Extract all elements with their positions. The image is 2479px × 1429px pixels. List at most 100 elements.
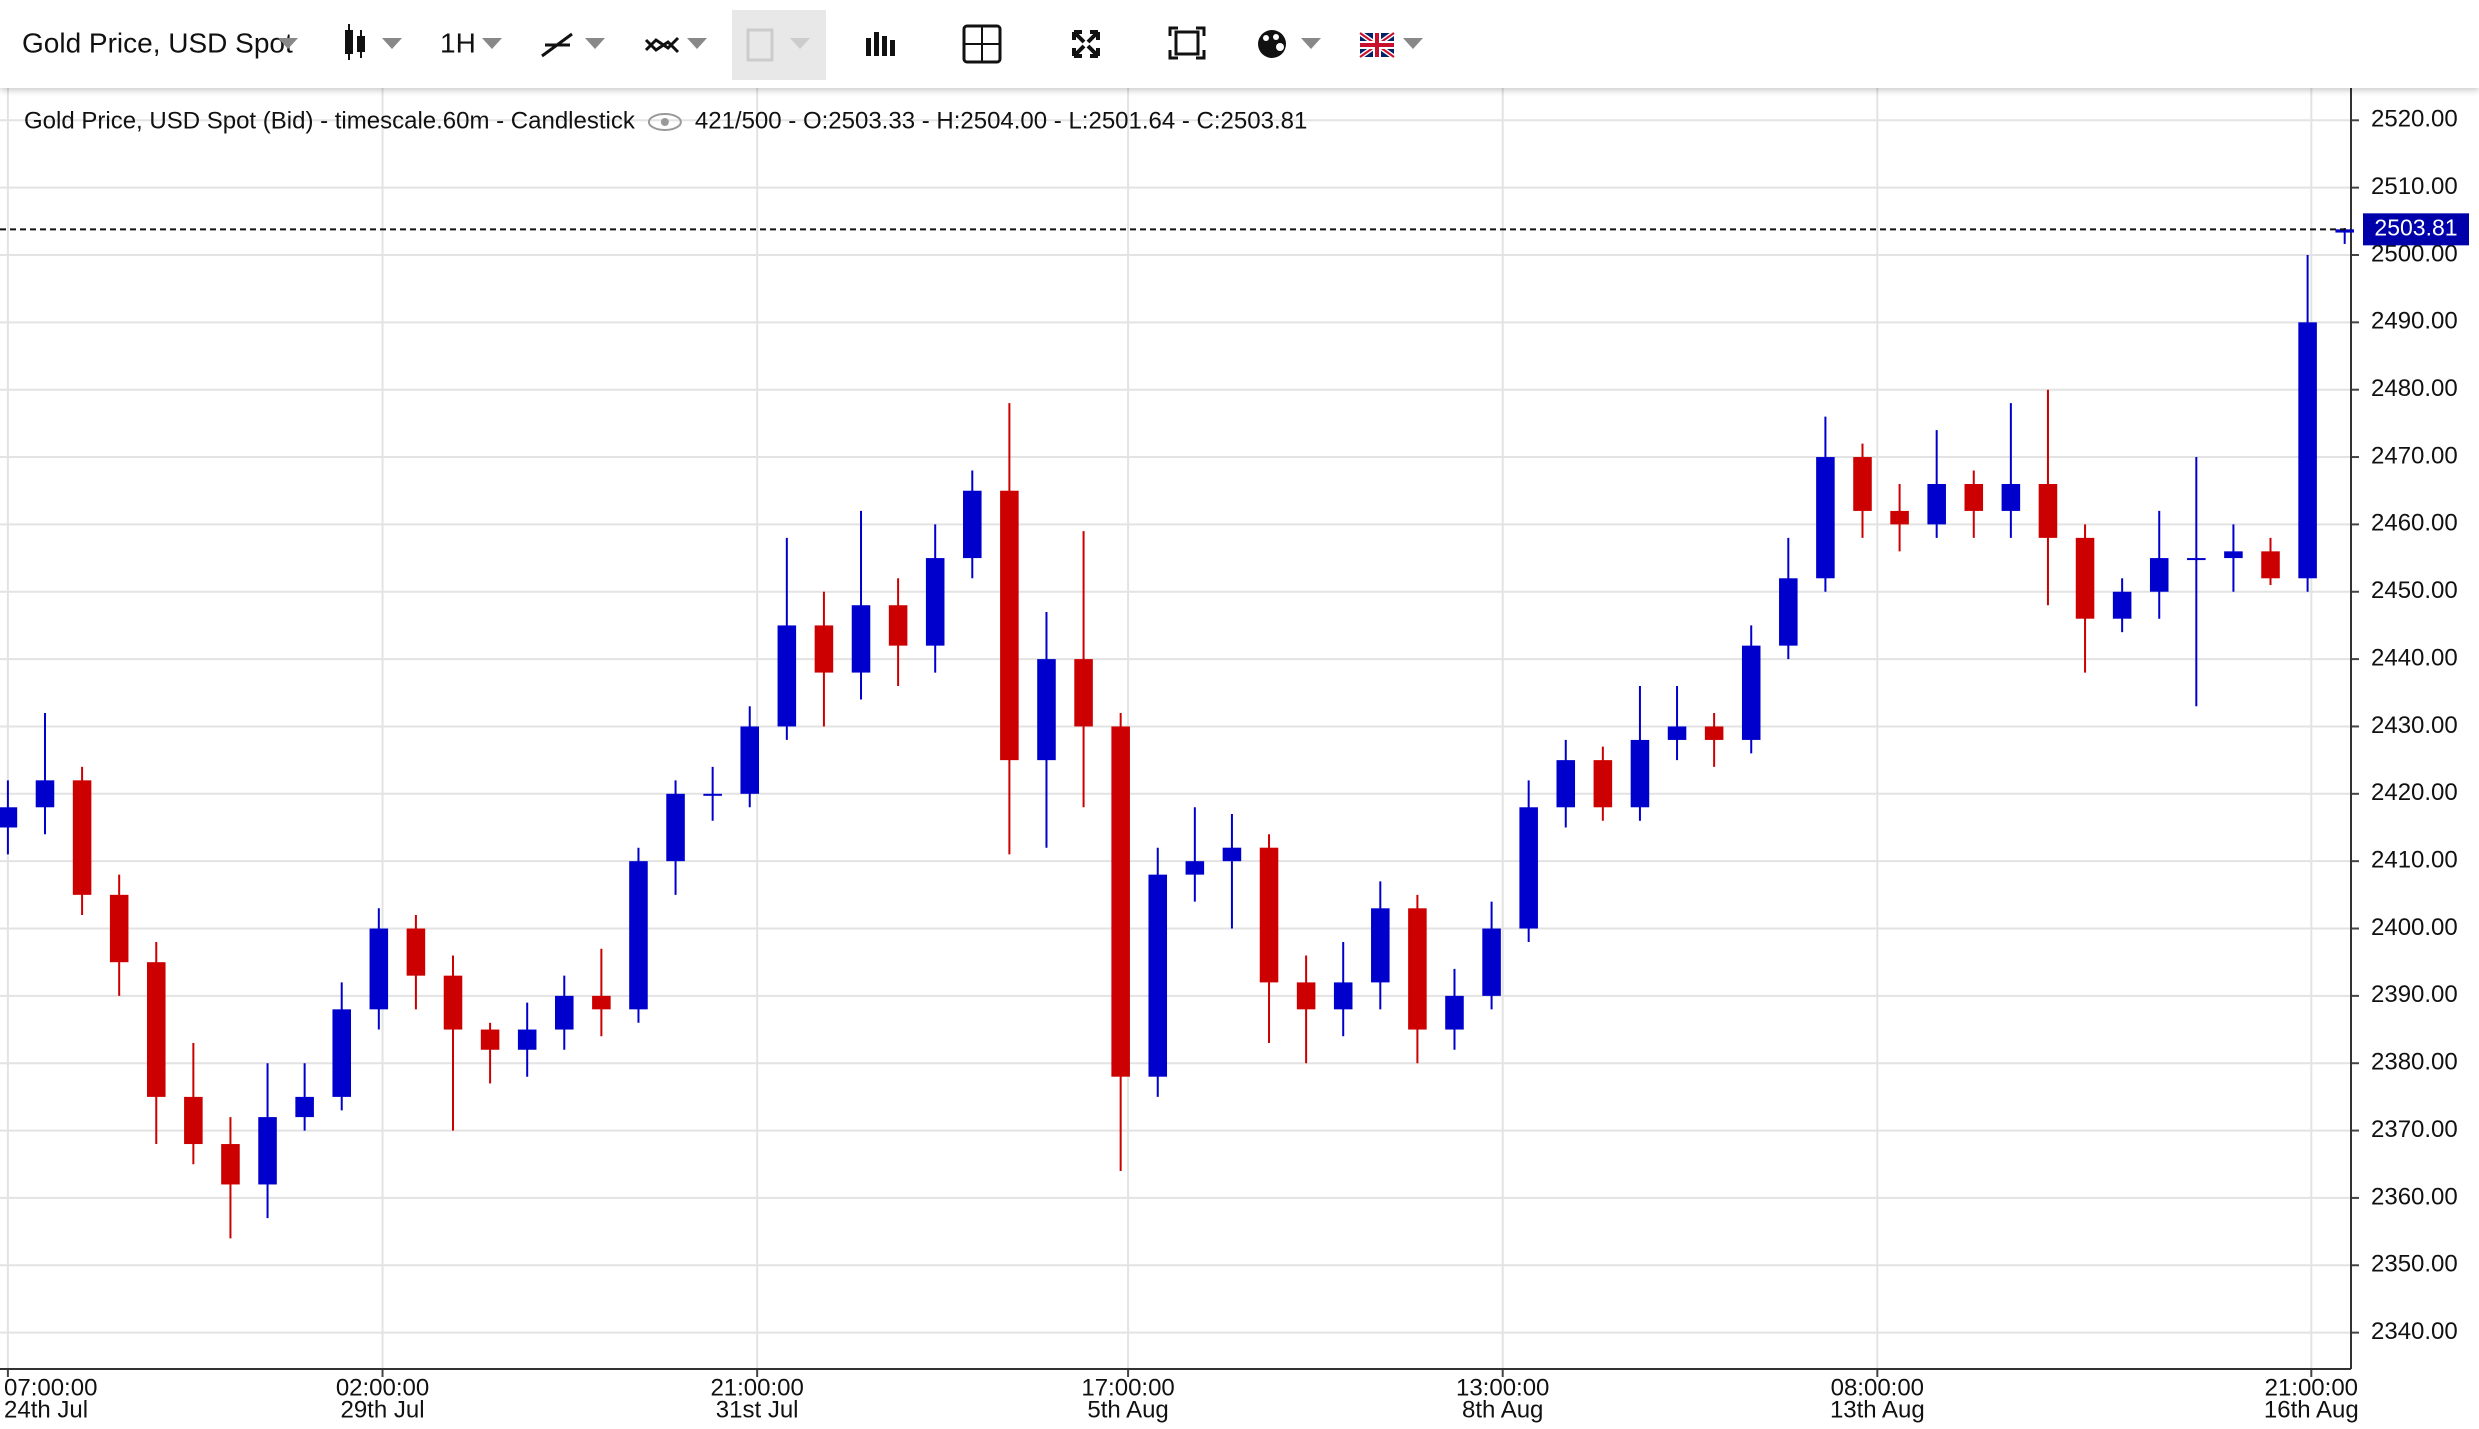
dropdown-arrow[interactable] <box>482 38 502 49</box>
legend-info: 421/500 - O:2503.33 - H:2504.00 - L:2501… <box>695 107 1307 134</box>
candle-body <box>2298 322 2317 579</box>
candle-body <box>1927 483 1946 525</box>
y-tick-label: 2440.00 <box>2371 644 2458 671</box>
y-tick-label: 2370.00 <box>2371 1116 2458 1143</box>
candle-body <box>1111 726 1130 1077</box>
y-tick-label: 2460.00 <box>2371 510 2458 537</box>
candle-body <box>2335 229 2354 233</box>
eye-pupil <box>660 118 669 126</box>
x-tick-label: 21:00:00 <box>710 1374 803 1401</box>
candle-body <box>1148 874 1168 1077</box>
dropdown-arrow[interactable] <box>278 38 298 49</box>
interval-selector[interactable]: 1H <box>440 27 476 58</box>
x-tick-sublabel: 8th Aug <box>1462 1396 1543 1423</box>
y-tick-label: 2350.00 <box>2371 1251 2458 1278</box>
y-tick-label: 2450.00 <box>2371 577 2458 604</box>
x-tick-sublabel: 16th Aug <box>2264 1396 2359 1423</box>
y-tick-label: 2390.00 <box>2371 981 2458 1008</box>
x-tick-label: 17:00:00 <box>1081 1374 1174 1401</box>
legend-title: Gold Price, USD Spot (Bid) - timescale.6… <box>24 107 636 134</box>
y-tick-label: 2410.00 <box>2371 847 2458 874</box>
candle-body <box>406 928 426 976</box>
x-tick-label: 13:00:00 <box>1456 1374 1549 1401</box>
y-tick-label: 2490.00 <box>2371 308 2458 335</box>
candle-body <box>814 625 834 673</box>
y-tick-label: 2360.00 <box>2371 1183 2458 1210</box>
candle-body <box>666 793 685 862</box>
candle-body <box>258 1117 277 1185</box>
candle-body <box>1037 659 1056 761</box>
candle-body <box>1408 908 1427 1030</box>
candle-body <box>1074 659 1093 727</box>
candle-body <box>703 793 722 796</box>
symbol-selector[interactable]: Gold Price, USD Spot <box>22 27 293 58</box>
candle-body <box>629 861 648 1010</box>
x-tick-label: 08:00:00 <box>1831 1374 1924 1401</box>
candle-body <box>1222 847 1242 862</box>
candle-body <box>1816 457 1835 579</box>
language-button[interactable] <box>1358 30 1423 60</box>
candle-body <box>0 807 18 828</box>
candle-body <box>517 1029 537 1050</box>
y-tick-label: 2400.00 <box>2371 914 2458 941</box>
candle-body <box>2149 558 2169 592</box>
candle-body <box>592 995 611 1010</box>
x-tick-sublabel: 24th Jul <box>4 1396 88 1423</box>
candle-body <box>1964 483 1984 511</box>
candle-body <box>777 625 797 727</box>
candle-body <box>888 605 908 646</box>
candle-body <box>2112 591 2132 619</box>
eye-icon <box>647 113 682 131</box>
toolbar <box>0 0 2479 88</box>
candle-body <box>332 1009 352 1097</box>
x-tick-sublabel: 13th Aug <box>1830 1396 1925 1423</box>
candle-body <box>1371 908 1390 983</box>
chart-type-button[interactable] <box>345 24 402 60</box>
candle-body <box>925 558 945 646</box>
candle-body <box>109 894 129 963</box>
y-tick-label: 2520.00 <box>2371 106 2458 133</box>
crosshair-button[interactable] <box>962 24 1002 64</box>
x-tick-label: 21:00:00 <box>2265 1374 2358 1401</box>
candle-body <box>2187 558 2206 561</box>
x-tick-label: 02:00:00 <box>336 1374 429 1401</box>
candle-body <box>1630 739 1650 808</box>
candle-body <box>1741 645 1761 740</box>
candle-body <box>184 1096 203 1145</box>
drawing-tools-button[interactable] <box>541 32 605 58</box>
candle-body <box>1333 982 1353 1010</box>
candle-body <box>369 928 389 1010</box>
candle-body <box>443 975 463 1030</box>
x-tick-label: 07:00:00 <box>4 1374 97 1401</box>
y-tick-label: 2430.00 <box>2371 712 2458 739</box>
x-tick-sublabel: 5th Aug <box>1087 1396 1168 1423</box>
fit-button[interactable] <box>1168 26 1206 60</box>
theme-button[interactable] <box>1258 30 1321 58</box>
candle-body <box>851 605 871 673</box>
candle-body <box>740 726 760 794</box>
y-tick-label: 2480.00 <box>2371 375 2458 402</box>
candle-body <box>1853 457 1872 511</box>
last-price-label: 2503.81 <box>2374 214 2457 240</box>
fullscreen-button[interactable] <box>1072 30 1100 58</box>
volume-button[interactable] <box>866 32 895 56</box>
candle-body <box>221 1144 240 1185</box>
candle-body <box>72 780 92 895</box>
delete-button[interactable] <box>732 10 826 80</box>
candle-body <box>2038 483 2058 538</box>
candle-body <box>555 995 574 1030</box>
candle-body <box>1779 578 1798 646</box>
candle-body <box>1445 995 1464 1030</box>
candle-body <box>2224 551 2243 559</box>
indicators-button[interactable] <box>644 36 707 54</box>
candle-body <box>480 1029 500 1050</box>
candle-body <box>1000 490 1019 761</box>
y-tick-label: 2420.00 <box>2371 779 2458 806</box>
candle-body <box>1482 928 1501 996</box>
candle-body <box>1556 760 1576 808</box>
candle-body <box>1185 861 1205 875</box>
